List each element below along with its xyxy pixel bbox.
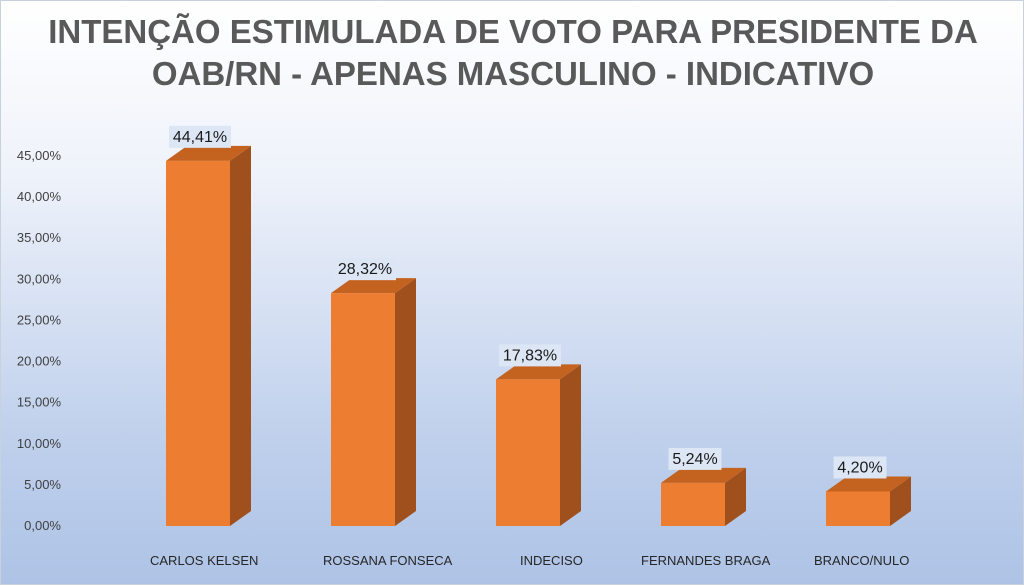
y-tick-label: 35,00% <box>17 230 62 245</box>
data-label: 5,24% <box>672 451 717 468</box>
bar-side <box>560 364 581 526</box>
bar-front <box>166 160 230 526</box>
category-label: CARLOS KELSEN <box>150 553 258 568</box>
bar-side <box>890 476 911 526</box>
y-tick-label: 10,00% <box>17 436 62 451</box>
data-label: 17,83% <box>503 347 557 364</box>
bar: 17,83% <box>496 344 581 526</box>
category-label: INDECISO <box>520 553 583 568</box>
y-tick-label: 40,00% <box>17 189 62 204</box>
data-label: 28,32% <box>338 261 392 278</box>
bar-front <box>826 491 890 526</box>
bar-top <box>661 467 746 483</box>
y-tick-label: 25,00% <box>17 312 62 327</box>
data-label-box <box>668 447 722 470</box>
bar: 44,41% <box>166 125 251 526</box>
chart-title-line-1: INTENÇÃO ESTIMULADA DE VOTO PARA PRESIDE… <box>48 13 978 50</box>
category-label: BRANCO/NULO <box>814 553 909 568</box>
bar-top <box>331 278 416 294</box>
bar: 28,32% <box>331 258 416 526</box>
data-label: 4,20% <box>837 459 882 476</box>
data-label-box <box>499 344 561 367</box>
y-axis: 0,00% 5,00% 10,00% 15,00% 20,00% 25,00% 30,00%… <box>17 148 62 533</box>
data-label: 44,41% <box>173 129 227 146</box>
data-label-box <box>334 258 396 281</box>
y-tick-label: 5,00% <box>24 477 61 492</box>
bar: 5,24% <box>661 447 746 526</box>
y-tick-label: 45,00% <box>17 148 62 163</box>
bar-side <box>725 467 746 526</box>
category-axis: CARLOS KELSEN ROSSANA FONSECA INDECISO FERN… <box>150 553 909 568</box>
y-tick-label: 0,00% <box>24 518 61 533</box>
category-label: ROSSANA FONSECA <box>323 553 453 568</box>
category-label: FERNANDES BRAGA <box>641 553 771 568</box>
chart-title-line-2: OAB/RN - APENAS MASCULINO - INDICATIVO <box>152 55 874 92</box>
bar-front <box>661 482 725 526</box>
bar-side <box>230 145 251 526</box>
bar-series: 44,41% 28,32% 17,83% 5,24% 4,20% <box>166 125 911 526</box>
data-label-box <box>169 125 231 148</box>
y-tick-label: 15,00% <box>17 395 62 410</box>
bar-top <box>496 364 581 380</box>
bar-front <box>331 293 395 526</box>
bar-top <box>166 145 251 161</box>
bar-top <box>826 476 911 492</box>
bar-front <box>496 379 560 526</box>
bar: 4,20% <box>826 456 911 526</box>
data-label-box <box>833 456 887 479</box>
y-tick-label: 20,00% <box>17 354 62 369</box>
bar-side <box>395 278 416 526</box>
chart-title: INTENÇÃO ESTIMULADA DE VOTO PARA PRESIDE… <box>48 13 978 92</box>
y-tick-label: 30,00% <box>17 271 62 286</box>
